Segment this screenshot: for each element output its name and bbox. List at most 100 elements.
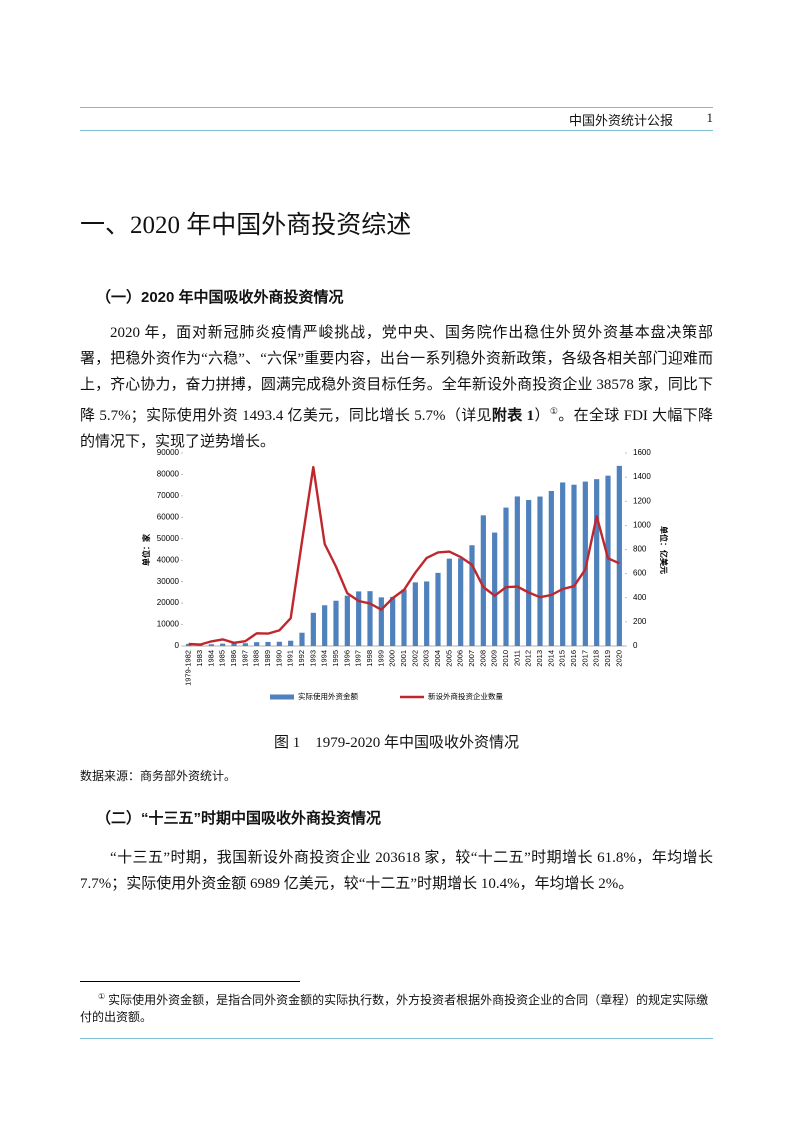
bar [356,591,362,646]
bar [265,641,271,646]
y-axis-title: 单位：家 [141,533,151,566]
y-tick-label: 70000 [157,491,180,500]
bar [288,640,294,646]
bar [492,532,498,646]
text: 2020 年，面对新冠肺炎疫情严峻挑战，党中央、国务院作出稳住外贸外资基本盘决策… [80,325,713,424]
bar [537,496,543,646]
section-title: 一、2020 年中国外商投资综述 [80,212,412,239]
x-tick-label: 1990 [274,650,283,667]
x-tick-label: 2017 [580,650,589,667]
y2-tick-label: 1000 [633,520,651,529]
x-tick-label: 1985 [218,650,227,667]
x-tick-label: 1989 [263,650,272,667]
x-tick-label: 2014 [546,650,555,667]
y2-tick-label: 1200 [633,496,651,505]
bar [424,581,430,646]
bar [412,582,418,646]
y-tick-label: 10000 [157,620,180,629]
y-tick-label: 50000 [157,534,180,543]
bar [503,507,509,646]
x-tick-label: 1988 [252,650,261,667]
bar [480,515,486,646]
x-tick-label: 1979-1982 [184,650,193,686]
bar [616,465,622,646]
y-tick-label: 20000 [157,598,180,607]
bar [560,482,566,646]
bar [333,600,339,646]
page-number: 1 [706,110,714,125]
x-tick-label: 1992 [297,650,306,667]
footnote: ① 实际使用外资金额，是指合同外资金额的实际执行数，外方投资者根据外商投资企业的… [80,988,713,1026]
bar [526,499,532,646]
x-tick-label: 1998 [365,650,374,667]
x-tick-label: 2010 [501,650,510,667]
y-tick-label: 80000 [157,470,180,479]
y2-tick-label: 400 [633,593,647,602]
bar [401,589,407,646]
bar [231,643,237,646]
legend-label: 实际使用外资金额 [298,691,358,701]
footnote-rule [80,981,300,982]
bar [514,496,520,646]
x-tick-label: 2008 [478,650,487,667]
y2-tick-label: 200 [633,617,647,626]
footer-rule [80,1038,713,1039]
x-tick-label: 2012 [524,650,533,667]
y-tick-label: 40000 [157,555,180,564]
bar [299,632,305,646]
x-tick-label: 2002 [410,650,419,667]
bar [594,479,600,646]
x-tick-label: 1983 [195,650,204,667]
bar [378,597,384,646]
paragraph: “十三五”时期，我国新设外商投资企业 203618 家，较“十二五”时期增长 6… [80,850,713,892]
x-tick-label: 2015 [558,650,567,667]
y-tick-label: 0 [175,641,180,650]
paragraph: 2020 年，面对新冠肺炎疫情严峻挑战，党中央、国务院作出稳住外贸外资基本盘决策… [80,320,713,455]
x-tick-label: 2001 [399,650,408,667]
header-rule [80,107,713,108]
header-rule [80,130,713,131]
x-tick-label: 2020 [614,650,623,667]
bar [458,558,464,646]
x-tick-label: 2005 [444,650,453,667]
x-tick-label: 1987 [240,650,249,667]
x-tick-label: 2004 [433,650,442,667]
x-tick-label: 2009 [490,650,499,667]
x-tick-label: 1984 [206,650,215,667]
figure-source: 数据来源：商务部外资统计。 [80,769,237,783]
y2-tick-label: 600 [633,569,647,578]
footnote-ref: ① [549,406,559,416]
bar [310,612,316,646]
line [188,465,620,646]
x-tick-label: 1994 [320,650,329,667]
bar [220,643,226,646]
header-title: 中国外资统计公报 [568,113,673,128]
subsection-title: （一）2020 年中国吸收外商投资情况 [96,289,344,306]
x-tick-label: 2013 [535,650,544,667]
bar [322,605,328,646]
bold-text: 附表 1 [491,408,535,424]
bar [344,595,350,646]
x-tick-label: 2016 [569,650,578,667]
bar [605,475,611,646]
x-tick-label: 1986 [229,650,238,667]
bar [548,490,554,646]
x-tick-label: 2006 [456,650,465,667]
figure-caption: 图 1 1979-2020 年中国吸收外资情况 [274,735,519,751]
x-tick-label: 2007 [467,650,476,667]
x-tick-label: 2000 [388,650,397,667]
bar [254,642,260,646]
x-tick-label: 1999 [376,650,385,667]
y2-axis-title: 单位：亿美元 [659,526,669,574]
bar [242,643,248,646]
x-tick-label: 1993 [308,650,317,667]
bar [571,484,577,646]
bar [367,591,373,646]
x-tick-label: 2019 [603,650,612,667]
footnote-text: 实际使用外资金额，是指合同外资金额的实际执行数，外方投资者根据外商投资企业的合同… [80,993,709,1024]
y-tick-label: 30000 [157,577,180,586]
x-tick-label: 1995 [331,650,340,667]
legend-label: 新设外商投资企业数量 [428,691,503,701]
x-tick-label: 2018 [592,650,601,667]
